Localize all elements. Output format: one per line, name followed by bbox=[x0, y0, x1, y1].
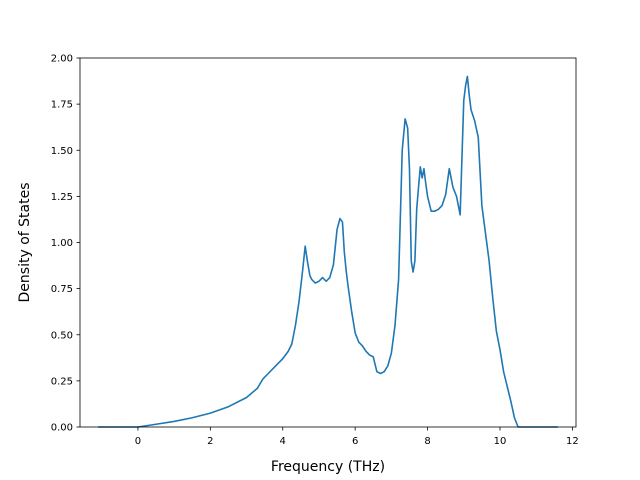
x-axis-label: Frequency (THz) bbox=[271, 459, 385, 475]
x-tick-label: 12 bbox=[566, 436, 579, 447]
y-axis-label: Density of States bbox=[17, 183, 33, 303]
y-tick-label: 1.50 bbox=[51, 146, 73, 157]
y-tick-label: 1.25 bbox=[51, 192, 73, 203]
axes-frame bbox=[79, 57, 577, 428]
x-tick-label: 2 bbox=[207, 436, 213, 447]
x-axis-ticks: 0 2 4 6 8 10 12 bbox=[135, 427, 579, 447]
x-tick-label: 0 bbox=[135, 436, 141, 447]
y-tick-label: 0.50 bbox=[51, 330, 73, 341]
y-tick-label: 2.00 bbox=[51, 54, 73, 65]
plot-area bbox=[98, 75, 558, 428]
y-tick-label: 1.75 bbox=[51, 100, 73, 111]
x-tick-label: 10 bbox=[494, 436, 507, 447]
y-tick-label: 0.75 bbox=[51, 284, 73, 295]
y-axis-ticks: 0.00 0.25 0.50 0.75 1.00 1.25 1.50 1.75 2.00 bbox=[51, 54, 80, 434]
dos-series-line bbox=[98, 75, 558, 428]
y-tick-label: 1.00 bbox=[51, 238, 73, 249]
x-tick-label: 6 bbox=[352, 436, 358, 447]
y-tick-label: 0.00 bbox=[51, 423, 73, 434]
x-tick-label: 8 bbox=[424, 436, 430, 447]
x-tick-label: 4 bbox=[280, 436, 286, 447]
y-tick-label: 0.25 bbox=[51, 376, 73, 387]
